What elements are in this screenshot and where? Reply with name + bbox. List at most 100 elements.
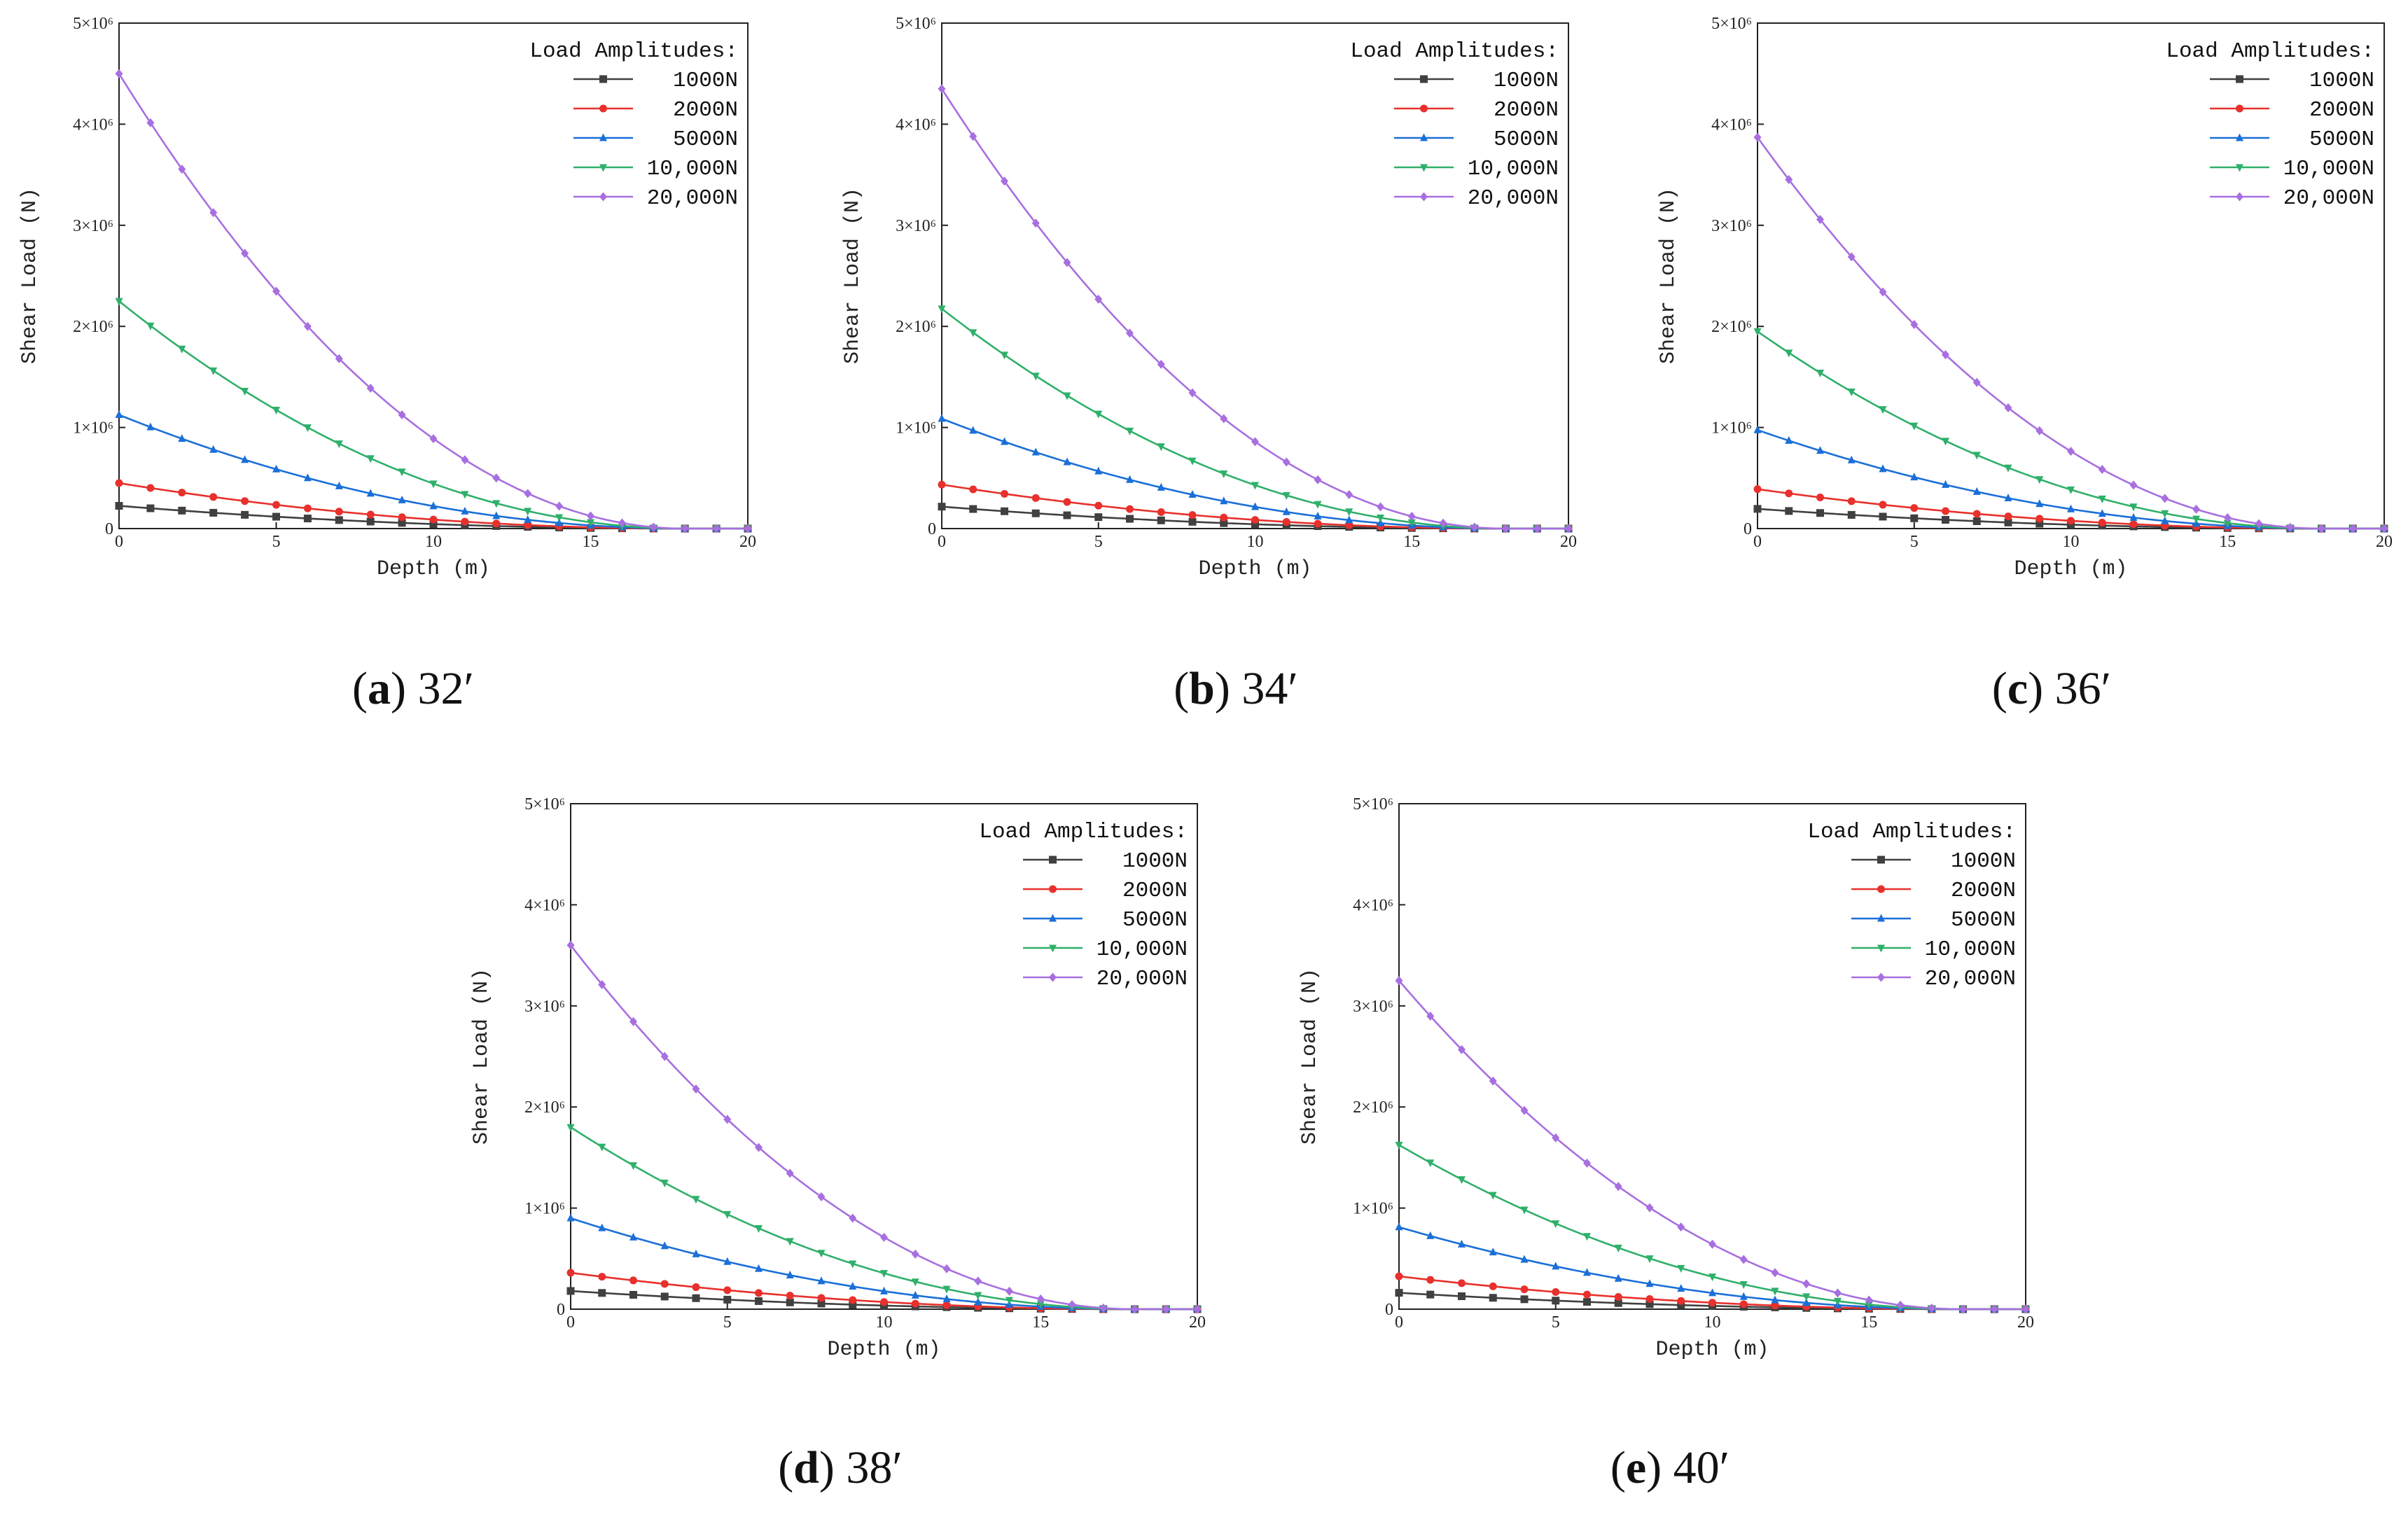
x-tick-label: 5 [272,533,281,551]
data-point [524,515,532,523]
data-point [598,1143,606,1152]
data-point [598,1223,606,1231]
data-point [1063,511,1071,519]
x-tick-label: 10 [1704,1313,1721,1332]
data-point [2098,464,2106,474]
data-point [2255,519,2263,529]
data-point [1972,510,1981,518]
data-point [1470,522,1479,532]
x-tick-label: 15 [1032,1313,1049,1332]
legend-item-1000N: 1000N [573,69,738,93]
legend-swatch-marker [1877,885,1885,893]
data-point [1583,1298,1591,1306]
data-point [1282,457,1290,467]
data-point [1972,452,1981,460]
data-point [335,516,343,524]
y-axis-label: Shear Load (N) [18,188,42,364]
legend-item-10,000N: 10,000N [2210,157,2374,181]
data-point [1458,1292,1466,1301]
data-point [849,1282,857,1290]
data-point [1645,1255,1654,1264]
data-point [2192,504,2200,514]
data-point [1094,466,1103,475]
data-point [2021,1304,2030,1314]
data-point [1314,512,1322,520]
data-point [1001,351,1008,360]
data-point [178,434,186,442]
data-point [938,84,946,94]
data-point [1677,1284,1685,1292]
data-point [942,1285,951,1294]
data-point [366,455,375,463]
legend-item-5000N: 5000N [1023,908,1188,933]
data-point [1816,509,1824,517]
data-point [1439,518,1447,528]
caption-value: 34′ [1241,663,1297,714]
data-point [1094,501,1103,510]
series-20,000N [1395,976,2030,1314]
x-tick-label: 0 [1753,533,1762,551]
x-tick-label: 0 [115,533,123,551]
data-point [786,1292,794,1300]
data-point [1552,1262,1560,1270]
x-tick-label: 10 [1247,533,1264,551]
data-point [209,367,218,375]
data-point [660,1280,669,1288]
data-point [1942,507,1949,515]
data-point [2161,510,2169,518]
caption-letter: a [368,663,391,714]
data-point [1426,1011,1435,1021]
y-tick-label: 3×10⁶ [1711,217,1752,235]
data-point [1314,501,1322,509]
data-point [2129,512,2138,521]
data-point [209,493,218,501]
legend-item-2000N: 2000N [1851,879,2016,903]
panel-caption: (b) 34′ [1174,663,1298,714]
x-tick-label: 0 [1395,1313,1403,1332]
data-point [942,1264,951,1273]
caption-value: 36′ [2055,663,2111,714]
data-point [1520,1295,1529,1304]
data-point [880,1232,888,1242]
legend-item-2000N: 2000N [1394,98,1559,123]
y-tick-label: 3×10⁶ [73,217,113,235]
legend-title: Load Amplitudes: [2166,39,2374,64]
data-point [2098,495,2106,503]
data-point [1001,507,1008,515]
data-point [1395,1289,1403,1297]
data-point [1005,1286,1013,1296]
data-point [2161,516,2169,524]
data-point [1458,1239,1466,1248]
y-tick-label: 5×10⁶ [73,15,113,33]
data-point [1220,496,1228,505]
data-point [2223,519,2232,528]
data-point [755,1289,763,1297]
x-tick-label: 15 [583,533,599,551]
y-tick-label: 4×10⁶ [1353,896,1393,914]
data-point [2067,486,2075,494]
y-tick-label: 4×10⁶ [524,896,565,914]
x-axis-label: Depth (m) [827,1338,940,1362]
data-point [555,501,564,511]
data-point [1910,504,1919,512]
y-axis-label: Shear Load (N) [1657,188,1680,364]
data-point [1677,1297,1685,1305]
legend-swatch-marker [1049,914,1057,922]
y-axis-label: Shear Load (N) [470,968,494,1145]
data-point [1739,1255,1748,1264]
data-point [969,426,977,434]
data-point [303,504,312,512]
y-axis-label: Shear Load (N) [1298,968,1322,1145]
data-point [1126,427,1134,435]
y-tick-label: 1×10⁶ [1711,419,1752,438]
legend-label: 20,000N [2283,186,2374,211]
legend-swatch-marker [599,133,607,141]
data-point [723,1257,732,1265]
data-point [1063,258,1071,267]
legend-swatch-marker [1877,944,1885,953]
data-point [1645,1300,1654,1308]
data-point [1157,516,1165,524]
data-point [398,513,406,522]
data-point [398,410,406,420]
caption-letter: b [1189,663,1215,714]
